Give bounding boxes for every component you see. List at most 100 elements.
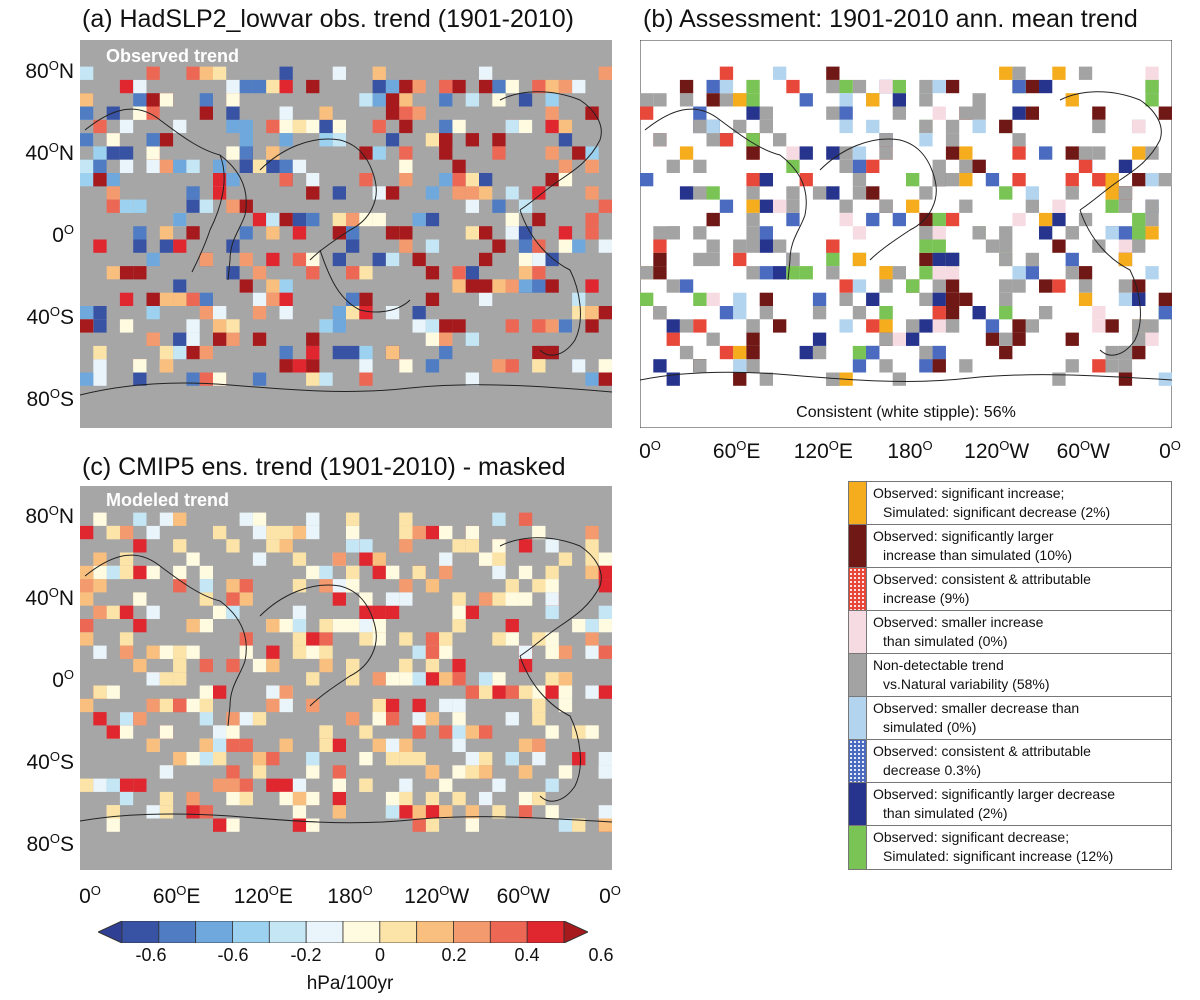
consistency-footnote: Consistent (white stipple): 56% [796, 404, 1016, 421]
grid-cell [1118, 199, 1133, 213]
grid-cell [306, 332, 320, 346]
grid-cell [1012, 173, 1026, 187]
grid-cell [306, 266, 320, 280]
grid-cell [412, 306, 426, 320]
grid-cell [585, 226, 599, 240]
grid-cell [252, 79, 267, 94]
grid-cell [598, 239, 612, 253]
panel-a-lat-label: 0O [52, 222, 74, 247]
grid-cell [306, 752, 320, 766]
grid-cell [492, 552, 506, 566]
grid-cell [266, 159, 280, 173]
grid-cell [518, 765, 533, 779]
grid-cell [892, 93, 906, 107]
grid-cell [906, 319, 920, 333]
grid-cell [733, 359, 747, 373]
grid-cell [932, 319, 946, 333]
grid-cell [518, 685, 533, 699]
grid-cell [653, 359, 667, 373]
grid-cell [492, 359, 506, 373]
grid-cell [252, 765, 267, 779]
trend-grid-cells [80, 512, 612, 832]
grid-cell [119, 645, 134, 659]
grid-cell [332, 778, 346, 792]
grid-cell [332, 552, 346, 566]
grid-cell [558, 672, 573, 686]
grid-cell [159, 512, 174, 526]
grid-cell [492, 93, 506, 107]
grid-cell [119, 565, 134, 580]
grid-cell [892, 79, 906, 94]
grid-cell [746, 93, 760, 107]
grid-cell [866, 186, 880, 200]
grid-cell [532, 752, 546, 766]
grid-cell [1039, 79, 1053, 94]
grid-cell [439, 525, 453, 540]
grid-cell [119, 119, 134, 134]
grid-cell [159, 226, 174, 240]
grid-cell [399, 539, 413, 553]
grid-cell [786, 212, 800, 227]
grid-cell [186, 619, 200, 633]
grid-cell [93, 605, 107, 619]
grid-cell [412, 565, 426, 580]
grid-cell [452, 605, 466, 619]
grid-cell [839, 319, 853, 333]
panel-a-lat-label: 40OS [26, 304, 75, 329]
grid-cell [666, 279, 680, 293]
grid-cell [545, 805, 559, 819]
grid-cell [826, 239, 840, 253]
grid-cell [252, 306, 267, 320]
grid-cell [733, 93, 747, 107]
grid-cell [80, 319, 94, 333]
grid-cell [372, 605, 386, 619]
grid-cell [999, 279, 1013, 293]
grid-cell [412, 252, 426, 267]
colorbar-tick-label: 0.2 [441, 945, 467, 965]
grid-cell [852, 279, 867, 293]
grid-cell [332, 791, 346, 806]
grid-cell [733, 345, 747, 360]
colorbar-segment [232, 921, 270, 943]
grid-cell [479, 725, 493, 739]
grid-cell [746, 146, 760, 160]
grid-cell [93, 512, 107, 526]
grid-cell [213, 66, 227, 80]
grid-cell [492, 632, 506, 646]
grid-cell [372, 212, 386, 227]
grid-cell [199, 698, 213, 713]
grid-cell [919, 319, 933, 333]
grid-cell [839, 159, 853, 173]
coastline [80, 91, 612, 396]
grid-cell [505, 619, 519, 633]
grid-cell [372, 672, 386, 686]
colorbar-unit: hPa/100yr [306, 973, 394, 994]
grid-cell [452, 791, 466, 806]
grid-cell [866, 159, 880, 173]
grid-cell [452, 279, 466, 293]
grid-cell [385, 186, 400, 200]
grid-cell [106, 725, 120, 739]
grid-cell [80, 592, 94, 606]
grid-cell [1012, 79, 1026, 94]
grid-cell [1145, 173, 1159, 187]
grid-cell [80, 579, 94, 593]
grid-cell [919, 252, 933, 267]
grid-cell [332, 738, 346, 752]
grid-cell [279, 212, 293, 227]
grid-cell [292, 212, 307, 227]
grid-cell [532, 239, 546, 253]
grid-cell [532, 685, 546, 699]
grid-cell [719, 79, 734, 94]
grid-cell [532, 79, 546, 94]
grid-cell [292, 791, 307, 806]
grid-cell [146, 698, 160, 713]
grid-cell [505, 752, 519, 766]
grid-cell [226, 119, 240, 134]
grid-cell [439, 332, 453, 346]
grid-cell [93, 579, 107, 593]
grid-cell [585, 319, 599, 333]
grid-cell [879, 79, 893, 94]
grid-cell [80, 698, 94, 713]
grid-cell [346, 266, 360, 280]
